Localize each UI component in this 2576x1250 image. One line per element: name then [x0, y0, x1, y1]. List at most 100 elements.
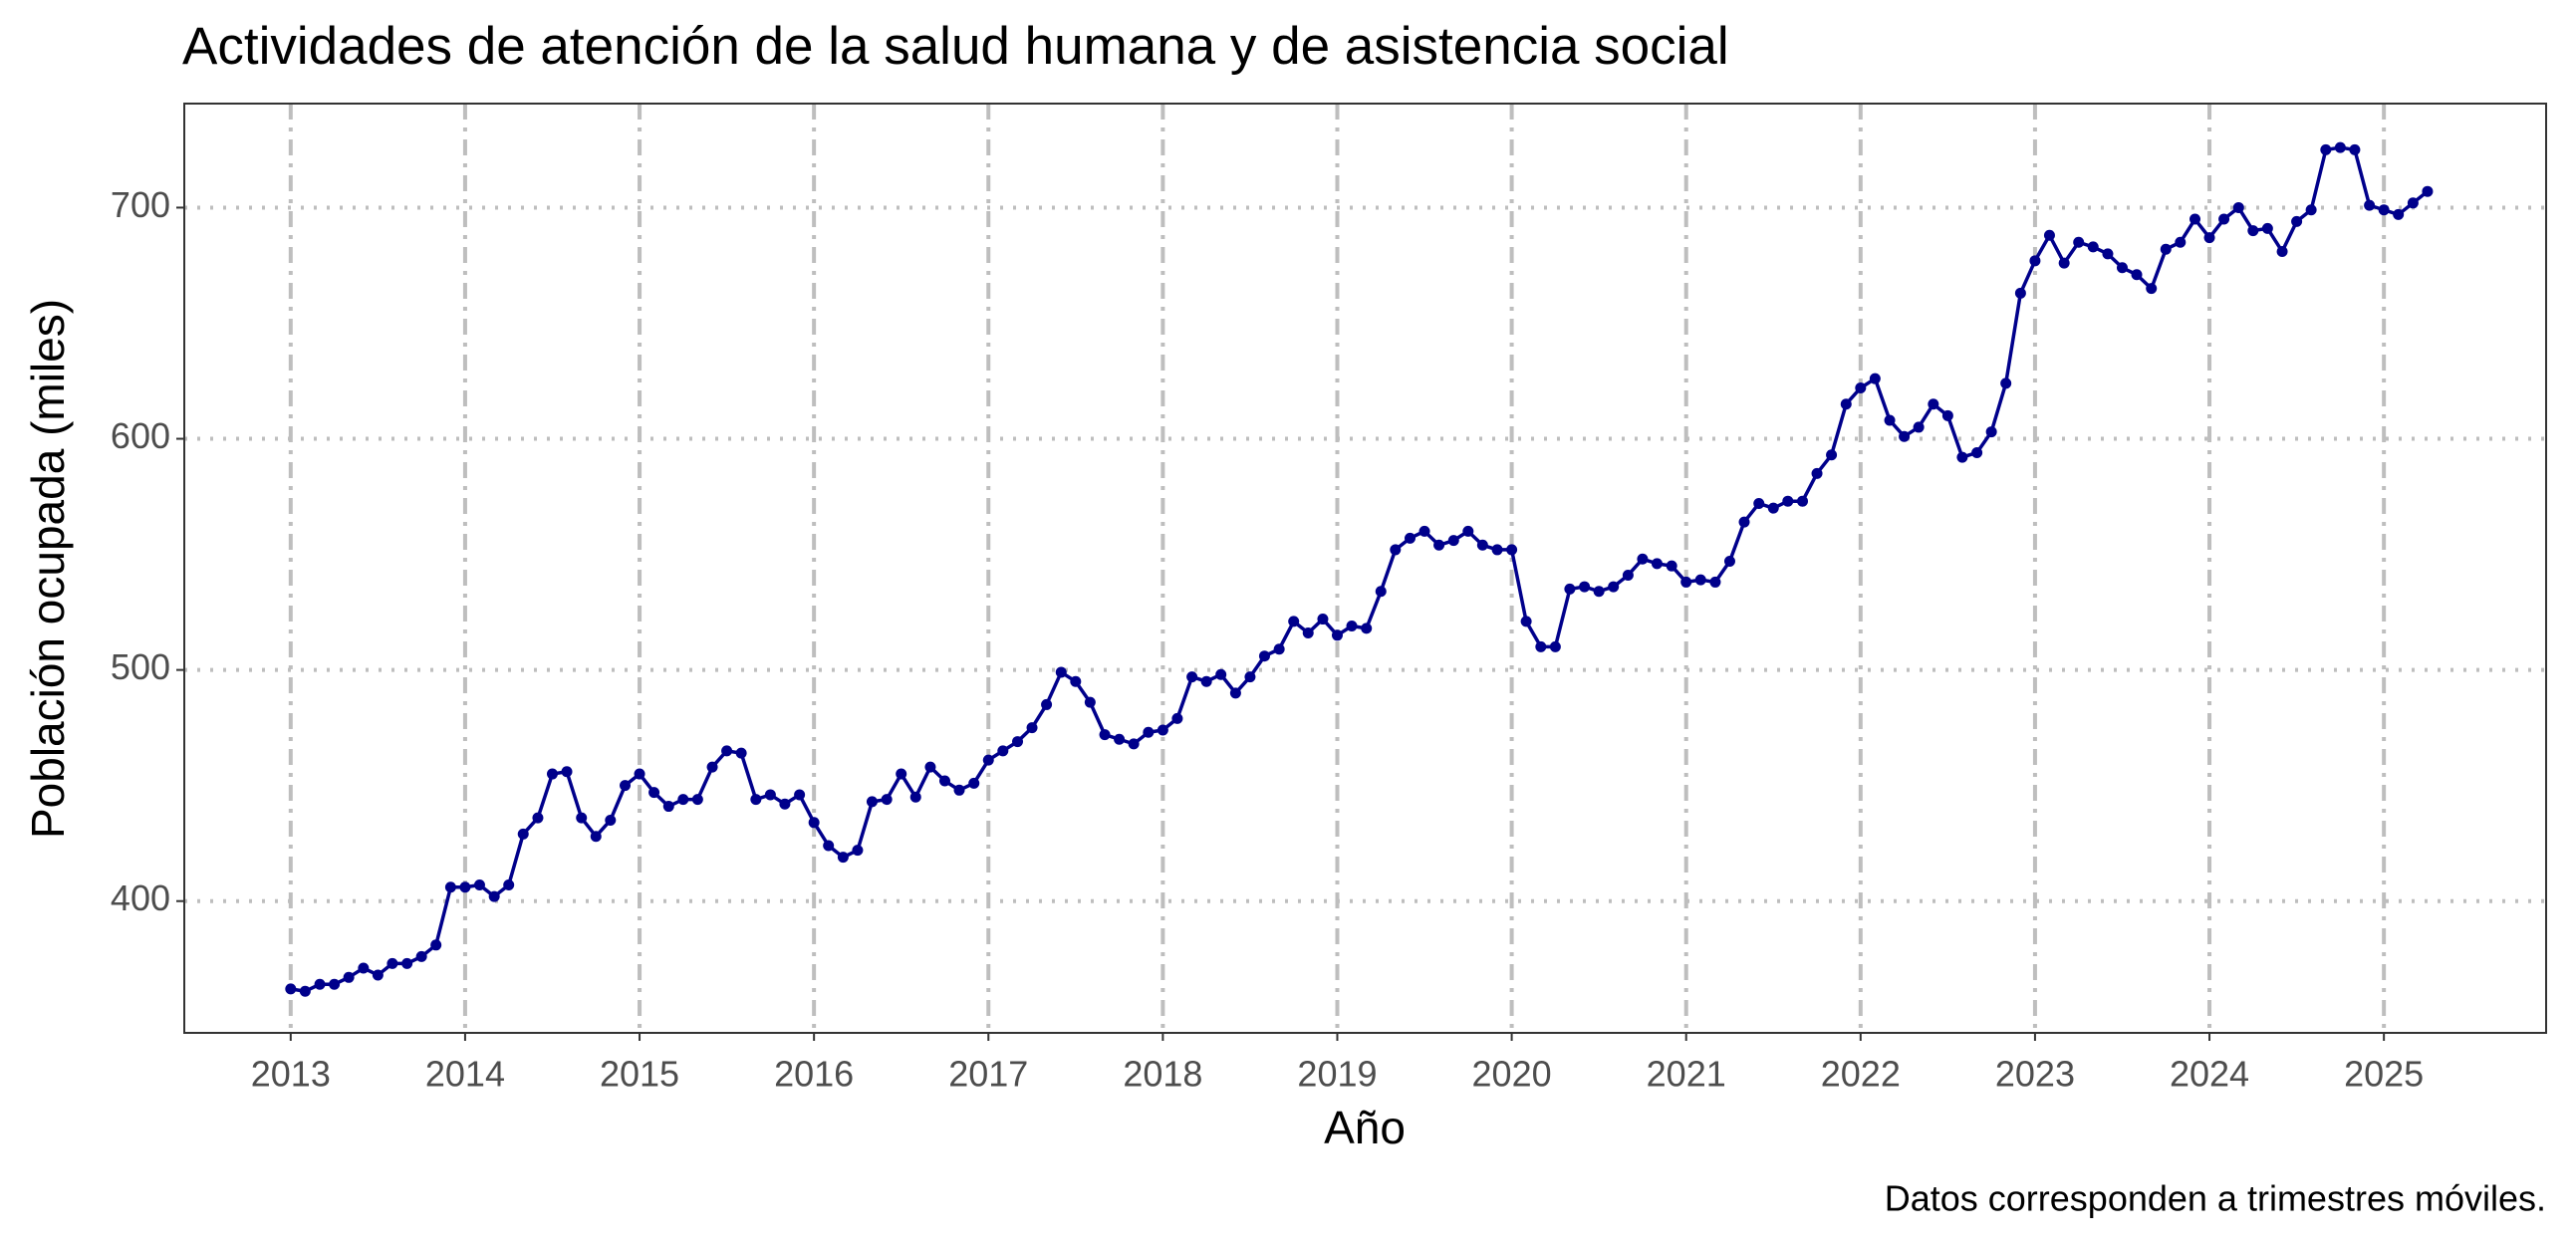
data-point — [1143, 726, 1155, 738]
data-point — [2029, 255, 2041, 267]
data-point — [881, 794, 893, 806]
x-tick-label: 2020 — [1472, 1054, 1552, 1095]
data-point — [909, 791, 921, 803]
data-point — [1797, 495, 1809, 507]
x-tick-label: 2013 — [251, 1054, 331, 1095]
data-point — [1244, 671, 1256, 683]
data-point — [1826, 449, 1838, 461]
data-point — [1985, 426, 1997, 438]
data-point — [1593, 586, 1605, 598]
data-point — [1447, 535, 1459, 547]
data-point — [1026, 722, 1038, 734]
data-point — [1099, 729, 1111, 741]
x-tick-label: 2017 — [948, 1054, 1028, 1095]
data-point — [1491, 544, 1503, 556]
x-tick-label: 2024 — [2170, 1054, 2249, 1095]
data-point — [2320, 143, 2332, 155]
data-point — [488, 890, 500, 902]
data-point — [329, 978, 341, 990]
data-point — [1055, 666, 1067, 678]
data-point — [779, 798, 791, 810]
plot-border — [183, 103, 2547, 1034]
data-point — [1375, 586, 1387, 598]
data-point — [2175, 236, 2187, 248]
data-point — [299, 985, 311, 997]
data-point — [1709, 576, 1721, 588]
data-point — [938, 775, 950, 787]
data-point — [837, 852, 849, 864]
x-tick-label: 2016 — [774, 1054, 854, 1095]
data-point — [1200, 675, 1212, 687]
series-line — [290, 145, 2430, 993]
data-point — [1913, 421, 1925, 433]
caption: Datos corresponden a trimestres móviles. — [1885, 1178, 2546, 1219]
data-point — [605, 814, 617, 826]
data-point — [1811, 467, 1823, 479]
data-point — [968, 777, 980, 789]
data-point — [2232, 201, 2244, 213]
y-tick-label: 400 — [111, 877, 170, 918]
data-point — [2305, 204, 2317, 216]
data-point — [1535, 640, 1547, 652]
data-point — [358, 962, 370, 974]
data-point — [794, 789, 806, 801]
x-tick-label: 2015 — [600, 1054, 679, 1095]
data-point — [662, 801, 674, 813]
data-point — [314, 978, 326, 990]
data-point — [735, 747, 747, 759]
data-point — [343, 971, 355, 983]
data-point — [1229, 687, 1241, 699]
data-point — [896, 768, 907, 780]
data-point — [2247, 225, 2259, 237]
data-point — [2160, 243, 2172, 255]
data-point — [1637, 553, 1649, 565]
data-point — [1128, 738, 1140, 750]
data-point — [1215, 668, 1227, 680]
data-point — [1738, 516, 1750, 528]
x-tick-label: 2021 — [1647, 1054, 1726, 1095]
data-point — [1171, 712, 1183, 724]
data-point — [1186, 671, 1198, 683]
data-point — [1361, 623, 1373, 634]
data-point — [2218, 213, 2230, 225]
x-tick-label: 2014 — [425, 1054, 505, 1095]
data-point — [1462, 525, 1474, 537]
data-point — [576, 812, 588, 824]
data-point — [1767, 502, 1779, 514]
data-point — [1941, 409, 1953, 421]
data-point — [1157, 724, 1168, 736]
data-point — [823, 840, 835, 852]
data-point — [1390, 544, 1402, 556]
data-point — [634, 768, 645, 780]
data-point — [1346, 621, 1358, 632]
data-point — [677, 794, 689, 806]
data-point — [1070, 675, 1082, 687]
data-point — [2378, 204, 2390, 216]
data-point — [721, 745, 733, 757]
data-point — [1694, 574, 1706, 586]
data-point — [2116, 262, 2128, 274]
data-point — [2349, 143, 2361, 155]
data-point — [1317, 614, 1329, 625]
data-point — [2364, 199, 2376, 211]
data-point — [1666, 560, 1677, 572]
data-point — [2102, 248, 2114, 260]
data-point — [691, 794, 703, 806]
data-point — [546, 768, 558, 780]
data-point — [1899, 430, 1911, 442]
y-tick-label: 500 — [111, 646, 170, 687]
data-point — [2190, 213, 2201, 225]
y-tick-label: 600 — [111, 415, 170, 456]
data-point — [1840, 398, 1852, 410]
x-tick-label: 2018 — [1123, 1054, 1202, 1095]
data-point — [706, 761, 718, 773]
data-point — [1418, 525, 1430, 537]
data-point — [2058, 257, 2070, 269]
data-point — [1273, 643, 1285, 655]
data-point — [1012, 736, 1024, 748]
data-point — [866, 796, 878, 808]
data-point — [648, 787, 660, 799]
data-point — [2276, 246, 2288, 258]
data-point — [1564, 583, 1576, 595]
